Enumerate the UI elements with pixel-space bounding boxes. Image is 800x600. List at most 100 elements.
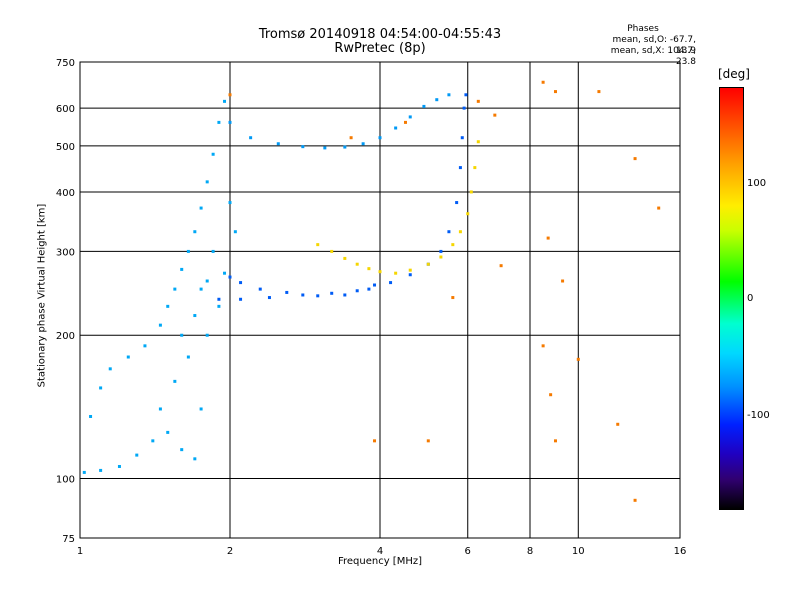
echo-point: [108, 367, 112, 371]
echo-point: [301, 145, 305, 149]
echo-point: [473, 166, 477, 170]
echo-point: [549, 393, 553, 397]
echo-point: [426, 262, 430, 266]
y-tick-label: 600: [56, 104, 75, 115]
echo-point: [439, 249, 443, 253]
echo-point: [576, 357, 580, 361]
echo-point: [616, 422, 620, 426]
echo-point: [239, 281, 243, 285]
echo-point: [126, 355, 130, 359]
echo-point: [426, 439, 430, 443]
y-tick-label: 75: [62, 534, 75, 545]
echo-point: [455, 201, 459, 205]
echo-point: [249, 136, 253, 140]
y-tick-label: 500: [56, 142, 75, 153]
y-tick-label: 400: [56, 188, 75, 199]
echo-point: [239, 297, 243, 301]
x-tick-label: 6: [465, 546, 471, 557]
x-tick-label: 4: [377, 546, 383, 557]
y-tick-label: 200: [56, 331, 75, 342]
echo-point: [408, 115, 412, 119]
colorbar-title: [deg]: [718, 67, 750, 81]
echo-point: [89, 414, 93, 418]
x-tick-label: 10: [572, 546, 585, 557]
echo-point: [330, 249, 334, 253]
echo-point: [193, 230, 197, 234]
echo-point: [166, 430, 170, 434]
echo-point: [258, 287, 262, 291]
echo-point: [99, 468, 103, 472]
echo-point: [217, 120, 221, 124]
echo-point: [458, 230, 462, 234]
echo-point: [343, 256, 347, 260]
echo-point: [367, 267, 371, 271]
x-tick-label: 2: [227, 546, 233, 557]
echo-point: [447, 230, 451, 234]
echo-point: [99, 386, 103, 390]
echo-point: [373, 439, 377, 443]
echo-point: [135, 453, 139, 457]
echo-point: [223, 271, 227, 275]
echo-point: [499, 264, 503, 268]
echo-point: [199, 287, 203, 291]
chart-subtitle: RwPretec (8p): [334, 41, 426, 56]
echo-point: [451, 296, 455, 300]
echo-point: [408, 268, 412, 272]
echo-point: [541, 80, 545, 84]
echo-point: [233, 230, 237, 234]
echo-point: [389, 281, 393, 285]
colorbar-tick-100: 100: [747, 178, 767, 189]
echo-point: [422, 104, 426, 108]
stats-line-o: mean, sd,O: -67.7, 13.9: [612, 35, 696, 56]
echo-point: [285, 290, 289, 294]
echo-point: [276, 142, 280, 146]
y-tick-label: 750: [56, 58, 75, 69]
echo-point: [553, 439, 557, 443]
echo-point: [217, 304, 221, 308]
x-tick-label: 16: [674, 546, 687, 557]
echo-point: [597, 90, 601, 94]
echo-point: [228, 201, 232, 205]
echo-point: [403, 120, 407, 124]
echo-point: [180, 333, 184, 337]
echo-point: [180, 448, 184, 452]
echo-point: [228, 93, 232, 97]
echo-point: [158, 323, 162, 327]
echo-point: [633, 498, 637, 502]
echo-point: [394, 271, 398, 275]
echo-point: [378, 136, 382, 140]
stats-line-x: mean, sd,X: 104.7, 23.8: [610, 46, 696, 67]
echo-point: [205, 279, 209, 283]
echo-point: [561, 279, 565, 283]
echo-point: [367, 287, 371, 291]
echo-point: [186, 249, 190, 253]
echo-point: [394, 126, 398, 130]
echo-point: [439, 255, 443, 259]
echo-point: [378, 270, 382, 274]
echo-point: [458, 166, 462, 170]
echo-point: [464, 93, 468, 97]
echo-point: [476, 140, 480, 144]
echo-point: [82, 470, 86, 474]
echo-point: [460, 136, 464, 140]
echo-point: [166, 304, 170, 308]
echo-point: [447, 93, 451, 97]
colorbar-tick-0: 0: [747, 293, 754, 304]
echo-point: [466, 212, 470, 216]
echo-point: [180, 267, 184, 271]
echo-point: [541, 344, 545, 348]
x-tick-label: 1: [77, 546, 83, 557]
echo-point: [199, 206, 203, 210]
echo-point: [173, 287, 177, 291]
x-tick-label: 8: [527, 546, 533, 557]
echo-point: [205, 333, 209, 337]
x-axis-label: Frequency [MHz]: [337, 556, 423, 567]
phase-colorbar: [719, 87, 744, 510]
echo-point: [462, 106, 466, 110]
echo-point: [186, 355, 190, 359]
y-tick-label: 300: [56, 247, 75, 258]
echo-point: [316, 243, 320, 247]
echo-point: [469, 190, 473, 194]
y-axis-label: Stationary phase Virtual Height [km]: [36, 203, 48, 388]
